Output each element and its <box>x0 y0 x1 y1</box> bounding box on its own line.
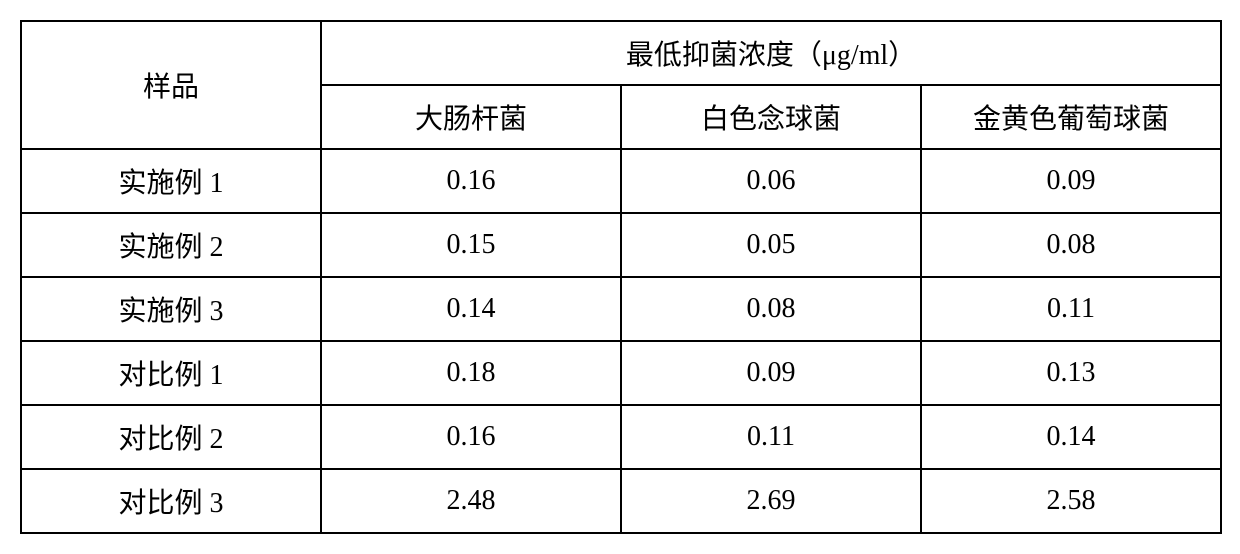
cell-value: 2.48 <box>321 469 621 533</box>
cell-value: 0.14 <box>921 405 1221 469</box>
cell-value: 0.11 <box>921 277 1221 341</box>
cell-sample: 对比例 1 <box>21 341 321 405</box>
cell-value: 0.08 <box>921 213 1221 277</box>
header-col-candida: 白色念球菌 <box>621 85 921 149</box>
cell-value: 0.09 <box>921 149 1221 213</box>
table-row: 对比例 2 0.16 0.11 0.14 <box>21 405 1221 469</box>
cell-sample: 实施例 1 <box>21 149 321 213</box>
cell-value: 0.13 <box>921 341 1221 405</box>
header-col-ecoli: 大肠杆菌 <box>321 85 621 149</box>
cell-sample: 实施例 2 <box>21 213 321 277</box>
cell-sample: 对比例 2 <box>21 405 321 469</box>
table-row: 对比例 3 2.48 2.69 2.58 <box>21 469 1221 533</box>
header-col-staph: 金黄色葡萄球菌 <box>921 85 1221 149</box>
mic-table-container: 样品 最低抑菌浓度（μg/ml） 大肠杆菌 白色念球菌 金黄色葡萄球菌 实施例 … <box>20 20 1220 534</box>
mic-table: 样品 最低抑菌浓度（μg/ml） 大肠杆菌 白色念球菌 金黄色葡萄球菌 实施例 … <box>20 20 1222 534</box>
cell-sample: 实施例 3 <box>21 277 321 341</box>
cell-value: 0.18 <box>321 341 621 405</box>
cell-value: 0.15 <box>321 213 621 277</box>
cell-value: 2.58 <box>921 469 1221 533</box>
cell-value: 0.06 <box>621 149 921 213</box>
cell-value: 0.14 <box>321 277 621 341</box>
cell-value: 0.08 <box>621 277 921 341</box>
cell-value: 0.05 <box>621 213 921 277</box>
cell-value: 0.16 <box>321 149 621 213</box>
header-row-1: 样品 最低抑菌浓度（μg/ml） <box>21 21 1221 85</box>
cell-value: 0.09 <box>621 341 921 405</box>
cell-value: 2.69 <box>621 469 921 533</box>
header-group: 最低抑菌浓度（μg/ml） <box>321 21 1221 85</box>
table-row: 对比例 1 0.18 0.09 0.13 <box>21 341 1221 405</box>
header-sample: 样品 <box>21 21 321 149</box>
cell-sample: 对比例 3 <box>21 469 321 533</box>
table-row: 实施例 2 0.15 0.05 0.08 <box>21 213 1221 277</box>
table-row: 实施例 3 0.14 0.08 0.11 <box>21 277 1221 341</box>
cell-value: 0.11 <box>621 405 921 469</box>
cell-value: 0.16 <box>321 405 621 469</box>
table-row: 实施例 1 0.16 0.06 0.09 <box>21 149 1221 213</box>
